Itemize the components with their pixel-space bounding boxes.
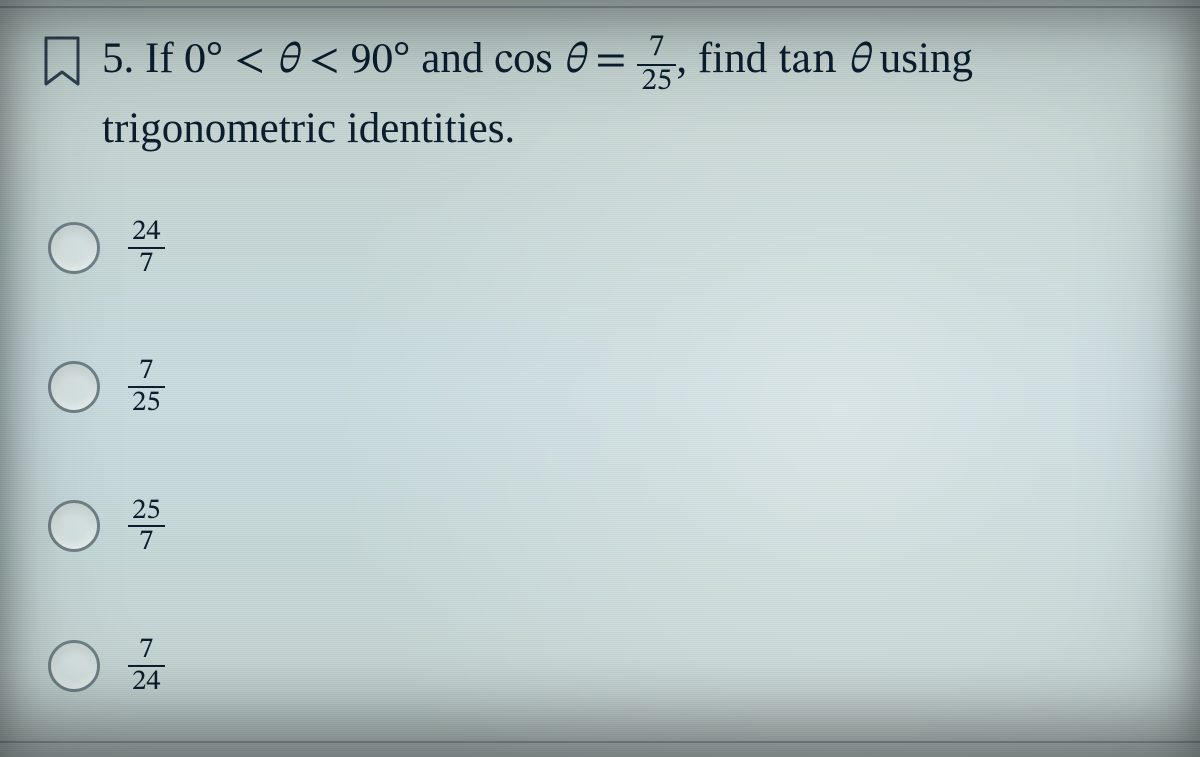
question-row: 5. If 0° < θ < 90° and cos θ = 7 25 , fi… [40, 28, 1166, 159]
q-using: using [869, 35, 973, 82]
option-b-den: 25 [128, 388, 165, 418]
option-a-fraction: 24 7 [128, 217, 165, 278]
q-range-rhs: 90° [350, 40, 410, 83]
q-cos-frac-den: 25 [637, 66, 676, 98]
q-prefix: If [145, 35, 184, 82]
q-range-lhs: 0° [184, 40, 223, 83]
radio-icon[interactable] [48, 640, 100, 692]
q-cos-frac-num: 7 [637, 32, 676, 66]
option-d[interactable]: 7 24 [48, 635, 165, 696]
radio-icon[interactable] [48, 361, 100, 413]
quiz-content: 5. If 0° < θ < 90° and cos θ = 7 25 , fi… [0, 0, 1200, 720]
radio-icon[interactable] [48, 222, 100, 274]
q-find: find [687, 35, 778, 82]
q-cos: cos θ [494, 40, 584, 83]
answer-options: 24 7 7 25 25 7 7 24 [48, 217, 1166, 696]
option-d-den: 24 [128, 667, 165, 697]
option-c[interactable]: 25 7 [48, 496, 165, 557]
question-number: 5. [102, 35, 134, 82]
q-and: and [410, 35, 494, 82]
option-b[interactable]: 7 25 [48, 356, 165, 417]
option-c-den: 7 [128, 527, 165, 557]
q-theta-1: θ [276, 40, 298, 83]
option-b-fraction: 7 25 [128, 356, 165, 417]
bookmark-icon[interactable] [40, 34, 84, 90]
option-d-fraction: 7 24 [128, 635, 165, 696]
option-a[interactable]: 24 7 [48, 217, 165, 278]
radio-icon[interactable] [48, 500, 100, 552]
q-lt1: < [234, 40, 265, 83]
bottom-divider [0, 741, 1200, 743]
option-c-num: 25 [128, 496, 165, 528]
q-tan: tan θ [778, 40, 869, 83]
option-a-num: 24 [128, 217, 165, 249]
option-c-fraction: 25 7 [128, 496, 165, 557]
question-text: 5. If 0° < θ < 90° and cos θ = 7 25 , fi… [102, 28, 973, 159]
q-comma: , [676, 35, 687, 82]
q-cos-fraction: 7 25 [637, 32, 676, 98]
q-line2: trigonometric identities. [102, 105, 515, 152]
option-a-den: 7 [128, 249, 165, 279]
option-b-num: 7 [128, 356, 165, 388]
option-d-num: 7 [128, 635, 165, 667]
q-eq: = [595, 40, 626, 83]
q-lt2: < [309, 40, 340, 83]
